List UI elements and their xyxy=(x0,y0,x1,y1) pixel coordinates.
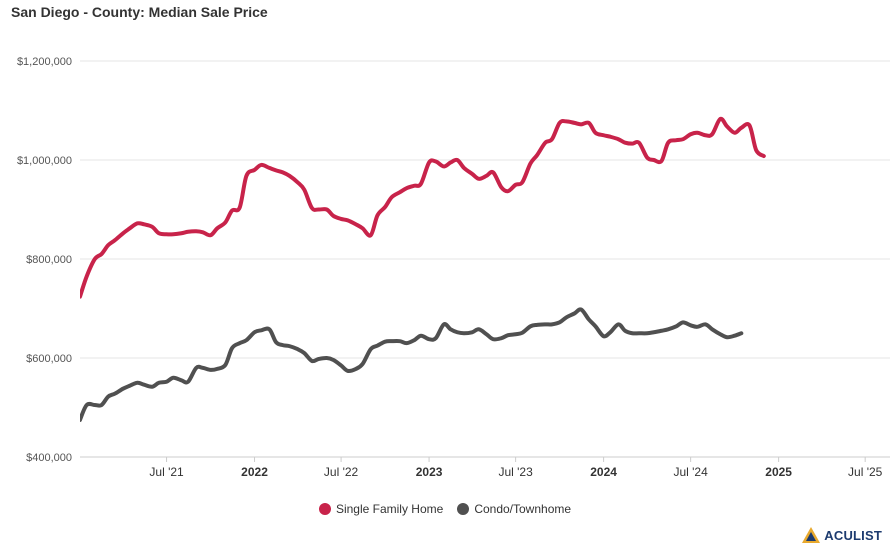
legend-item-single-family[interactable]: Single Family Home xyxy=(318,502,444,516)
y-tick-label: $1,200,000 xyxy=(17,56,72,68)
chart-legend: Single Family Home Condo/Townhome xyxy=(0,502,890,516)
x-tick-label: Jul '25 xyxy=(848,465,883,479)
legend-marker-condo-icon xyxy=(457,503,470,515)
line-chart: $400,000 $600,000 $800,000 $1,000,000 $1,200… xyxy=(17,56,890,479)
aculist-logo-icon xyxy=(802,527,821,543)
brand-watermark: ACULIST xyxy=(801,526,882,544)
series-line-condo xyxy=(80,307,744,422)
legend-marker-single-family-icon xyxy=(318,503,331,515)
x-tick-label: Jul '24 xyxy=(673,465,708,479)
x-tick-label: 2023 xyxy=(416,465,443,479)
x-tick-label: Jul '23 xyxy=(498,465,533,479)
x-tick-label: 2022 xyxy=(241,465,268,479)
y-tick-label: $600,000 xyxy=(26,353,72,365)
x-tick-label: 2024 xyxy=(590,465,617,479)
x-tick-label: 2025 xyxy=(765,465,792,479)
y-tick-label: $1,000,000 xyxy=(17,155,72,167)
brand-name: ACULIST xyxy=(824,527,882,543)
x-tick-label: Jul '21 xyxy=(149,465,184,479)
chart-title: San Diego - County: Median Sale Price xyxy=(11,4,268,20)
y-tick-label: $800,000 xyxy=(26,254,72,266)
legend-item-condo[interactable]: Condo/Townhome xyxy=(457,502,571,516)
y-tick-label: $400,000 xyxy=(26,452,72,464)
legend-label-condo: Condo/Townhome xyxy=(474,502,572,516)
legend-label-single-family: Single Family Home xyxy=(335,502,444,516)
x-tick-label: Jul '22 xyxy=(324,465,359,479)
series-line-single-family xyxy=(80,116,766,299)
